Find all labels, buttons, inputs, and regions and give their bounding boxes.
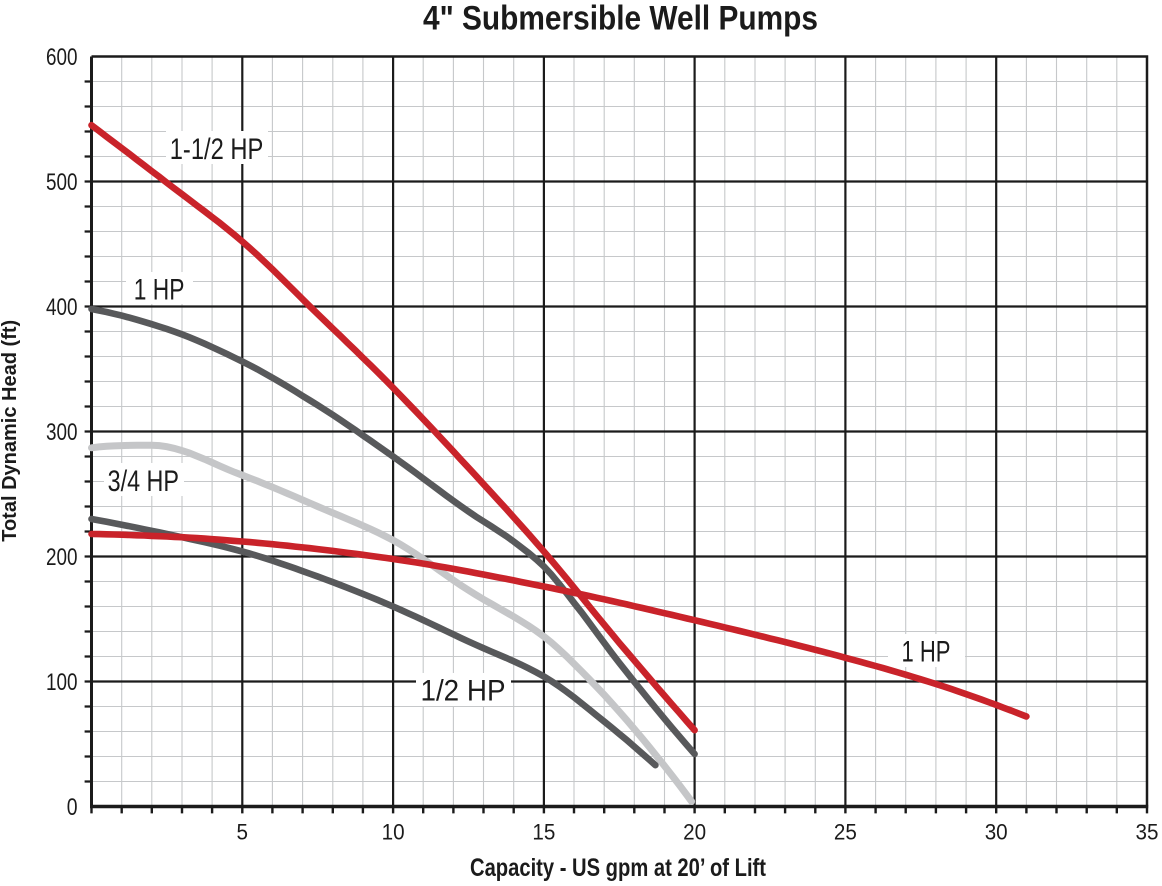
svg-text:1 HP: 1 HP [134, 273, 185, 306]
svg-text:300: 300 [46, 419, 78, 446]
svg-text:1/2 HP: 1/2 HP [421, 675, 506, 708]
svg-text:35: 35 [1136, 819, 1159, 844]
svg-text:25: 25 [834, 819, 857, 844]
svg-text:600: 600 [46, 44, 78, 71]
svg-text:1 HP: 1 HP [902, 636, 951, 669]
svg-text:500: 500 [46, 169, 78, 196]
svg-text:Capacity - US gpm at 20’ of Li: Capacity - US gpm at 20’ of Lift [470, 854, 767, 882]
svg-text:1-1/2 HP: 1-1/2 HP [170, 133, 264, 166]
svg-text:3/4 HP: 3/4 HP [108, 465, 179, 498]
svg-text:100: 100 [46, 669, 78, 696]
svg-text:400: 400 [46, 294, 78, 321]
svg-text:15: 15 [532, 819, 555, 844]
svg-text:4" Submersible Well Pumps: 4" Submersible Well Pumps [423, 0, 818, 37]
svg-text:30: 30 [985, 819, 1008, 844]
svg-text:5: 5 [237, 819, 249, 844]
svg-text:20: 20 [683, 819, 706, 844]
svg-text:0: 0 [67, 794, 78, 821]
svg-text:200: 200 [46, 544, 78, 571]
svg-text:10: 10 [382, 819, 405, 844]
svg-text:Total Dynamic Head (ft): Total Dynamic Head (ft) [0, 320, 21, 542]
